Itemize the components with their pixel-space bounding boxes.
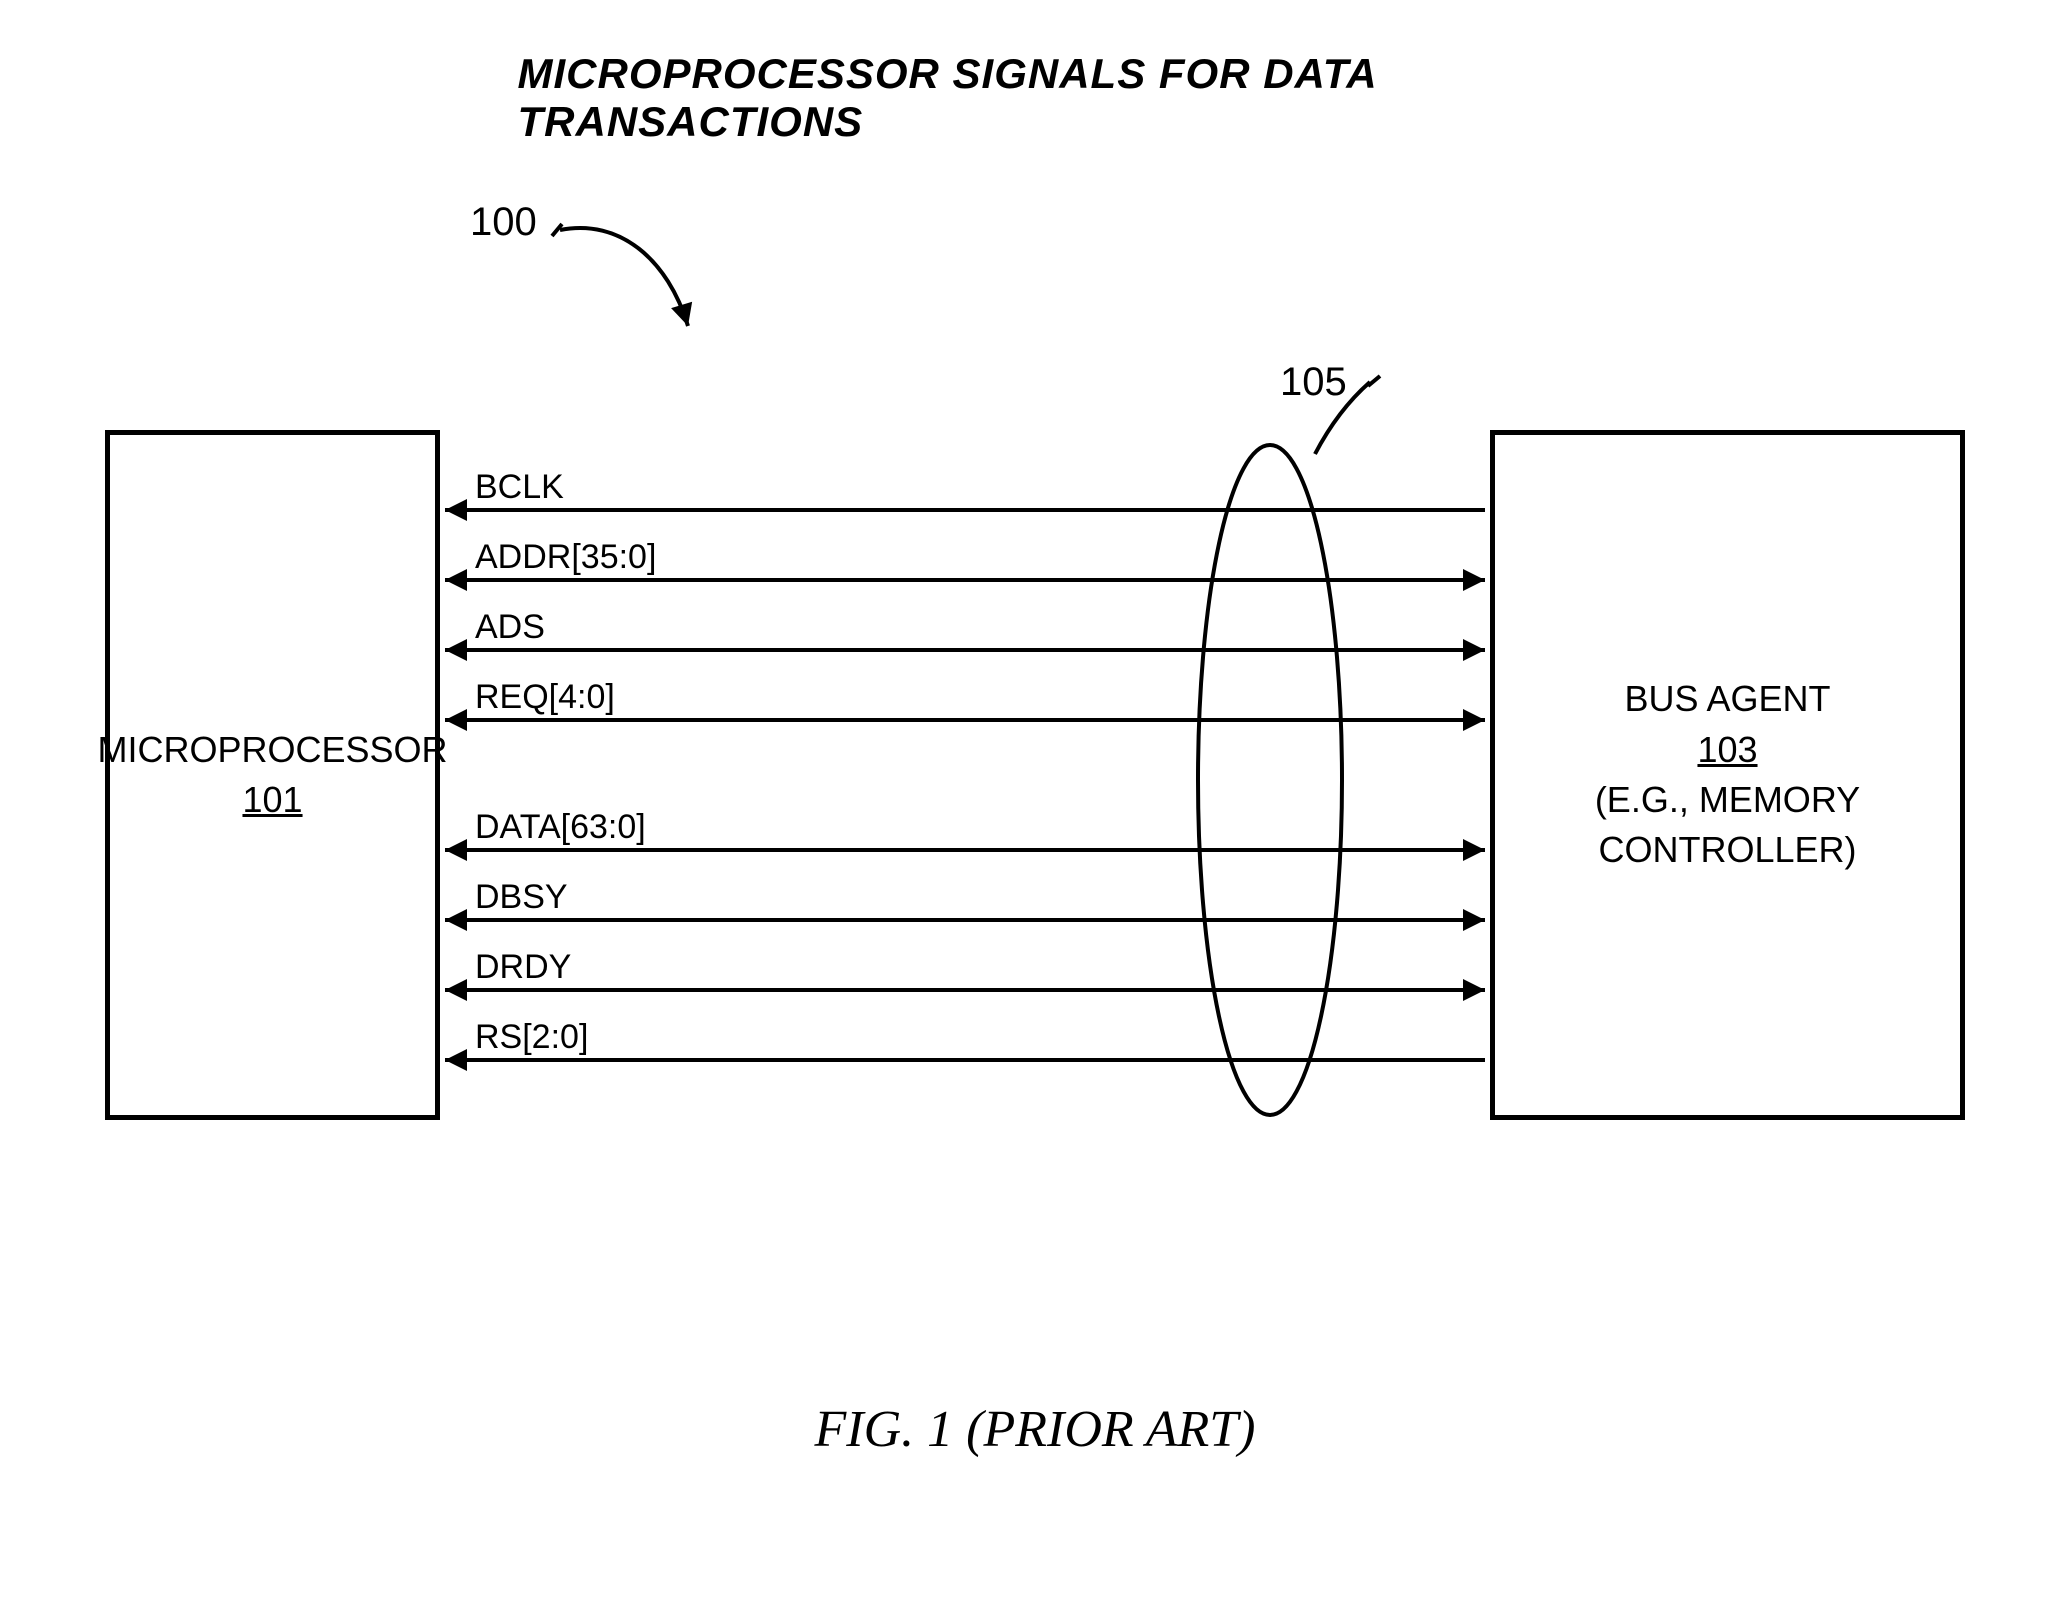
- box-right-line1: BUS AGENT: [1624, 678, 1830, 719]
- box-left-label: MICROPROCESSOR: [97, 729, 447, 770]
- signal-label: DRDY: [475, 948, 571, 987]
- signal-label: BCLK: [475, 468, 564, 507]
- ref-system: 100: [470, 200, 537, 245]
- signal-label: RS[2:0]: [475, 1018, 588, 1057]
- signal-label: REQ[4:0]: [475, 678, 615, 717]
- box-right-line4: CONTROLLER): [1598, 829, 1856, 870]
- signal-label: ADDR[35:0]: [475, 538, 656, 577]
- diagram-title: MICROPROCESSOR SIGNALS FOR DATA TRANSACT…: [518, 50, 1553, 146]
- box-left-ref: 101: [242, 779, 302, 820]
- bus-agent-label: BUS AGENT 103 (E.G., MEMORY CONTROLLER): [1595, 674, 1860, 876]
- ref-bus: 105: [1280, 360, 1347, 405]
- box-right-line3: (E.G., MEMORY: [1595, 779, 1860, 820]
- microprocessor-box: MICROPROCESSOR 101: [105, 430, 440, 1120]
- signal-label: ADS: [475, 608, 545, 647]
- bus-agent-box: BUS AGENT 103 (E.G., MEMORY CONTROLLER): [1490, 430, 1965, 1120]
- signal-label: DBSY: [475, 878, 568, 917]
- figure-caption: FIG. 1 (PRIOR ART): [815, 1400, 1256, 1459]
- microprocessor-label: MICROPROCESSOR 101: [97, 725, 447, 826]
- signal-label: DATA[63:0]: [475, 808, 646, 847]
- box-right-ref: 103: [1697, 729, 1757, 770]
